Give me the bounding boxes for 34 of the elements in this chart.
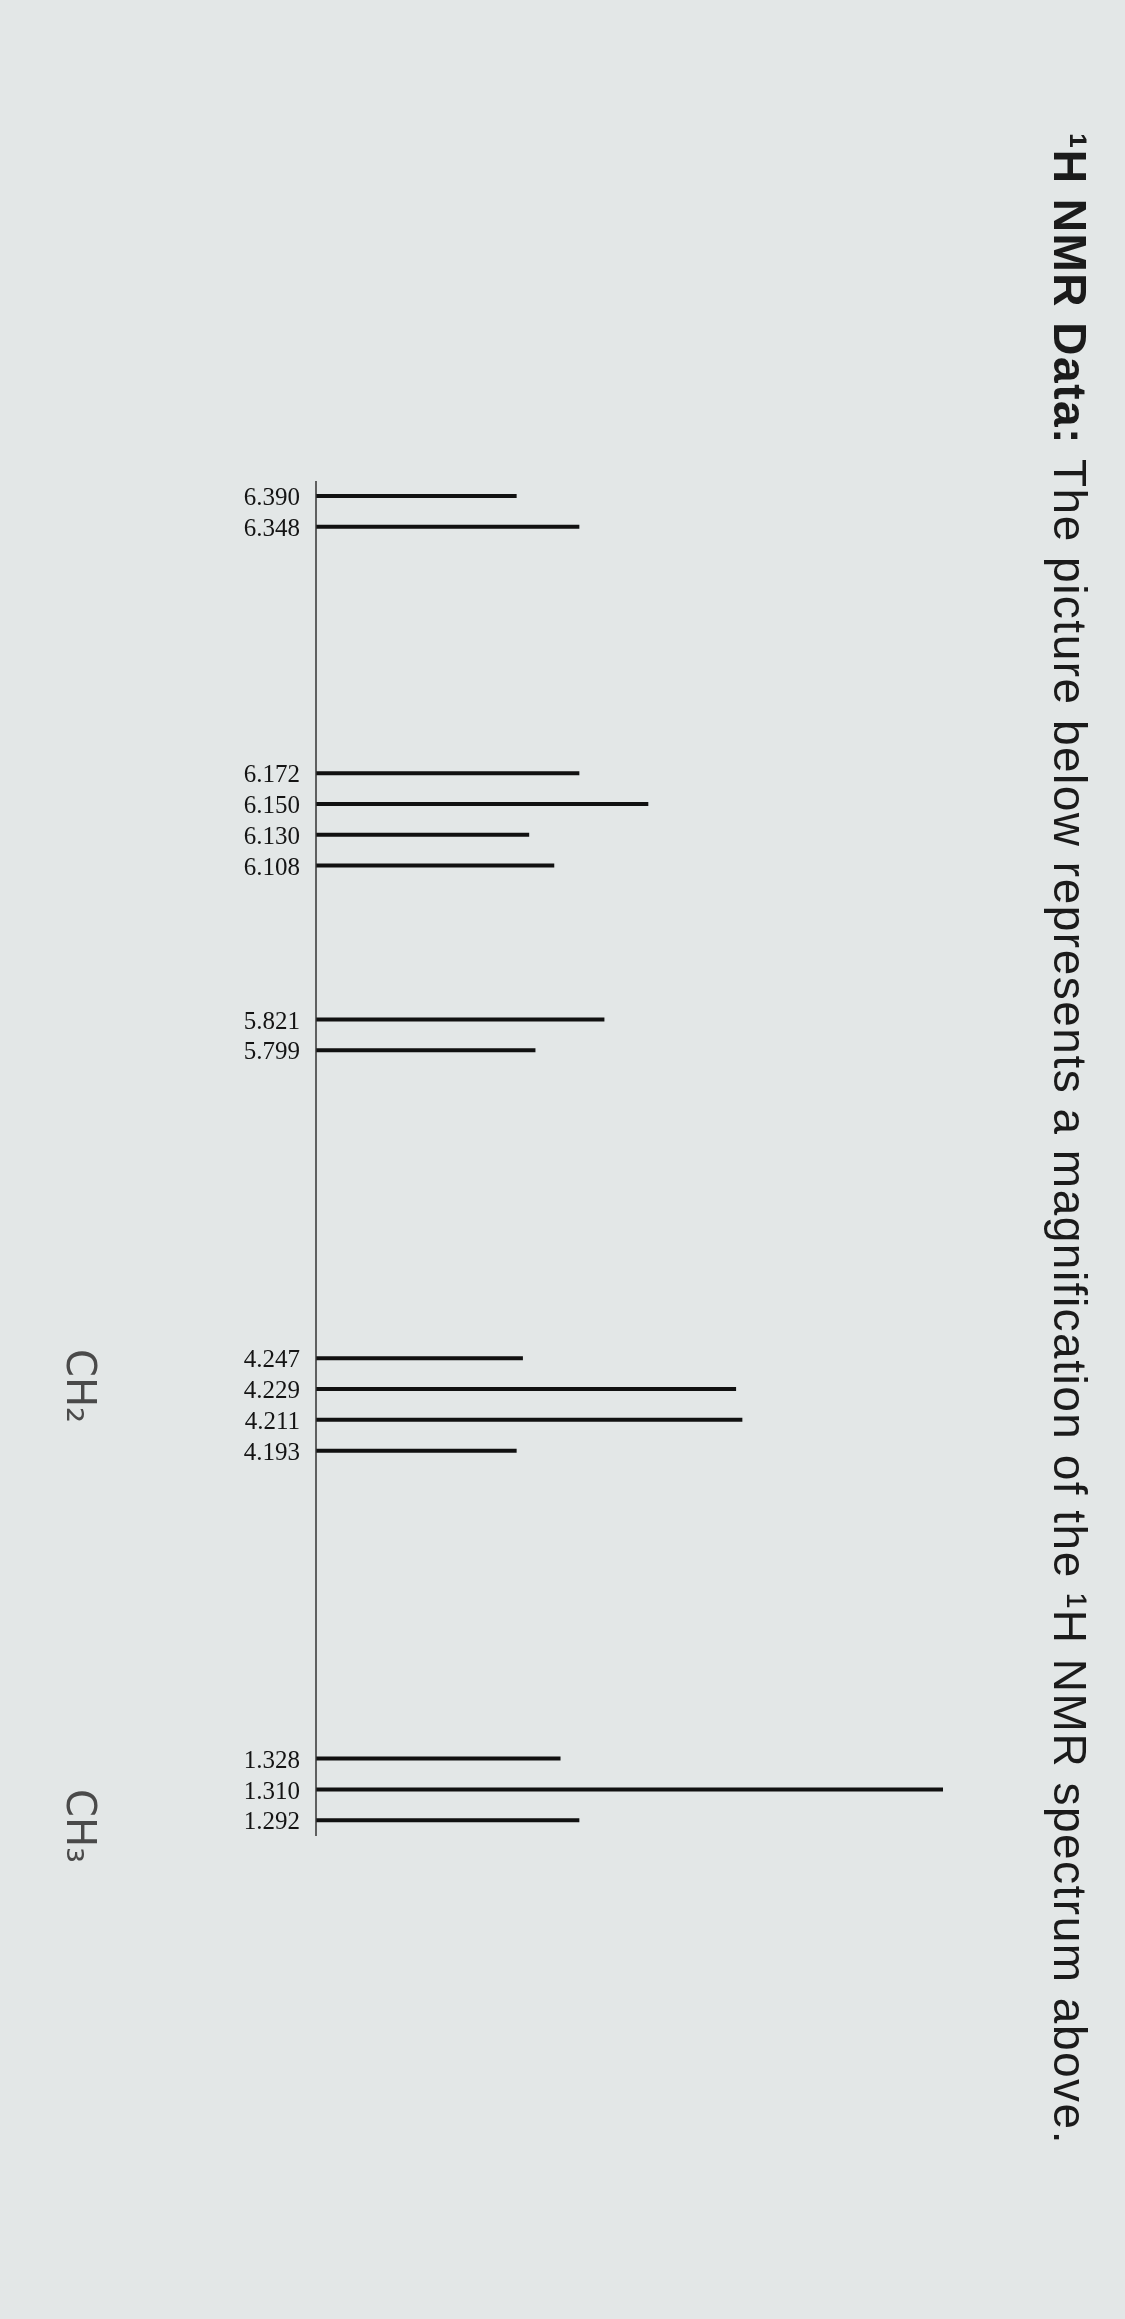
- bar: [316, 494, 517, 498]
- bar: [316, 1356, 523, 1361]
- y-tick-label: 6.108: [243, 852, 300, 880]
- y-tick-label: 5.799: [243, 1037, 300, 1065]
- y-tick-label: 6.348: [243, 513, 300, 541]
- text: CH₃: [58, 1789, 104, 1864]
- bar: [316, 1387, 737, 1392]
- bar: [316, 771, 580, 776]
- bar: [316, 1048, 536, 1053]
- y-tick-label: 4.229: [243, 1376, 300, 1404]
- y-tick-label: 4.211: [244, 1407, 300, 1435]
- text: CH₂: [58, 1349, 104, 1424]
- bar: [316, 1017, 605, 1022]
- bar: [316, 524, 580, 529]
- bar: [316, 1756, 561, 1761]
- y-tick-label: 4.193: [243, 1437, 300, 1465]
- y-tick-label: 1.292: [243, 1807, 300, 1835]
- y-tick-label: 1.328: [243, 1745, 300, 1773]
- text: The picture below represents a magnification of the ¹H NMR spectrum above.: [1043, 458, 1097, 2145]
- y-tick-label: 6.130: [243, 821, 300, 849]
- y-tick-label: 6.390: [243, 483, 300, 511]
- y-tick-label: 6.172: [243, 760, 300, 788]
- y-tick-label: 6.150: [243, 791, 300, 819]
- bar: [316, 1787, 943, 1792]
- y-tick-label: 5.821: [243, 1006, 300, 1034]
- bar: [316, 832, 530, 837]
- bar: [316, 1417, 743, 1422]
- bar: [316, 1818, 580, 1823]
- y-tick-label: 1.310: [243, 1776, 300, 1804]
- bar: [316, 801, 649, 806]
- bar: [316, 1448, 517, 1453]
- bar: [316, 863, 555, 868]
- y-tick-label: 4.247: [243, 1345, 300, 1373]
- text: ¹H NMR Data:: [1044, 133, 1096, 445]
